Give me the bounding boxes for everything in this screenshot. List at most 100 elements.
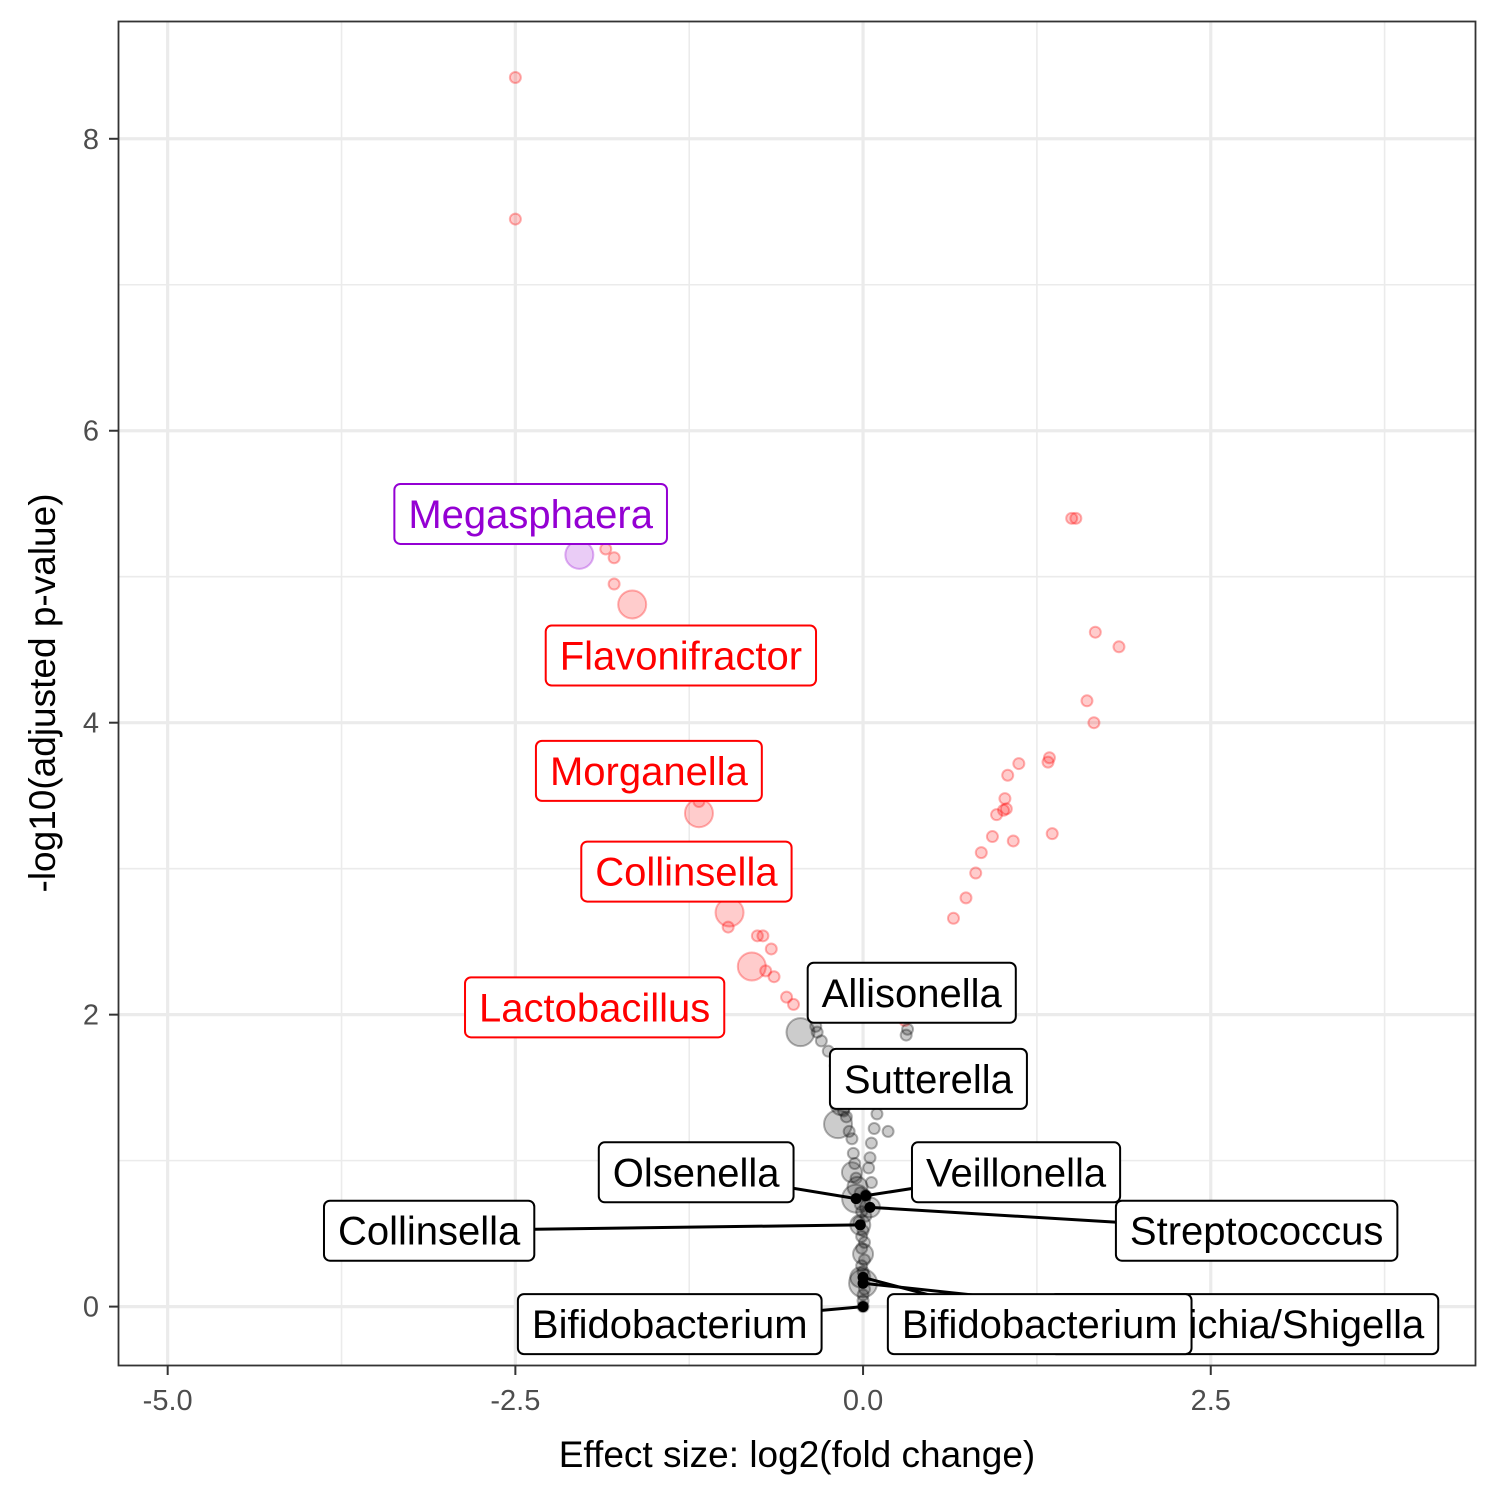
x-axis: -5.0 -2.5 0.0 2.5 [143,1365,1231,1417]
data-point [810,1025,824,1039]
labelled-point [854,1219,866,1231]
data-point [959,891,973,905]
data-point [1069,511,1083,525]
label-text: Streptococcus [1130,1210,1383,1254]
data-point [852,1243,875,1266]
data-point [849,1266,872,1289]
data-point [849,1213,872,1236]
data-point [856,1294,870,1308]
y-axis-title: -log10(adjusted p-value) [22,493,63,892]
minor-gridlines [119,22,1475,1365]
data-point [855,1205,869,1219]
label-text: Flavonifractor [560,635,802,679]
data-point [841,1183,872,1214]
x-tick-label: -2.5 [490,1385,540,1417]
data-point [856,1265,870,1279]
point-label: Olsenella [597,1141,795,1204]
data-point [881,1124,895,1138]
point-label: Flavonifractor [544,624,818,687]
data-point [852,1215,866,1229]
label-box [464,976,726,1039]
y-tick-label: 8 [83,124,99,156]
point-label: Collinsella [580,840,793,903]
data-point [607,577,621,591]
data-point [1012,757,1026,771]
data-point [846,1175,869,1198]
data-point [864,1176,878,1190]
data-point [599,542,613,556]
point-label: Bifidobacterium [886,1293,1193,1356]
data-point [1001,768,1015,782]
labelled-point [857,1301,869,1313]
label-box [1114,1199,1399,1262]
data-point [1112,640,1126,654]
data-point [785,1017,816,1048]
data-point [974,846,988,860]
data-point [853,1186,867,1200]
data-point [985,830,999,844]
label-text: Veillonella [926,1151,1107,1195]
labelled-point [850,1193,862,1205]
y-tick-label: 2 [83,1000,99,1032]
data-point [846,1146,860,1160]
data-point [856,1288,870,1302]
label-box [393,482,668,545]
data-point [1080,694,1094,708]
label-box [516,1293,823,1356]
y-axis: 0 2 4 6 8 [83,124,119,1324]
label-text: Bifidobacterium [532,1303,808,1347]
data-point [853,1197,867,1211]
point-label: Lactobacillus [464,976,726,1039]
data-point [756,929,770,943]
data-point [508,70,522,84]
point-label: Allisonella [806,961,1017,1024]
data-point [855,1241,869,1255]
label-box [534,739,763,802]
label-text: Allisonella [822,972,1003,1016]
label-text: Sutterella [844,1058,1014,1102]
data-point [863,1151,877,1165]
label-box [910,1141,1122,1204]
label-text: Collinsella [595,851,778,895]
data-point [848,1157,862,1171]
point-label: Streptococcus [1114,1199,1399,1262]
point-labels: Megasphaera Flavonifractor Morganella Colli… [322,482,1440,1356]
point-label: Morganella [534,739,763,802]
data-point [823,1109,854,1140]
label-box [322,1199,536,1262]
point-label: Megasphaera [393,482,668,545]
data-point [759,964,773,978]
label-text: Lactobacillus [479,986,710,1030]
y-tick-label: 6 [83,416,99,448]
data-point [617,589,648,620]
data-point [998,792,1012,806]
data-point [750,929,764,943]
data-point [780,990,794,1004]
data-point [564,539,595,570]
data-point [999,802,1013,816]
data-point [1088,625,1102,639]
label-text: Collinsella [338,1210,521,1254]
data-points [508,70,1126,1314]
data-point [856,1300,870,1314]
data-point [862,1161,876,1175]
data-point [867,1122,881,1136]
labelled-point [857,1271,869,1283]
label-box [544,624,818,687]
data-point [839,1110,853,1124]
x-tick-label: -5.0 [143,1385,193,1417]
data-point [840,1161,863,1184]
labelled-point [860,1190,872,1202]
label-text: Megasphaera [408,493,653,537]
y-tick-label: 0 [83,1292,99,1324]
data-point [683,798,714,829]
data-point [1087,716,1101,730]
x-tick-label: 0.0 [843,1385,883,1417]
data-point [855,1230,869,1244]
point-label: Sutterella [828,1047,1028,1110]
major-gridlines [119,22,1475,1365]
data-point [1042,751,1056,765]
label-text: Bifidobacterium [902,1303,1178,1347]
data-point [856,1224,870,1238]
